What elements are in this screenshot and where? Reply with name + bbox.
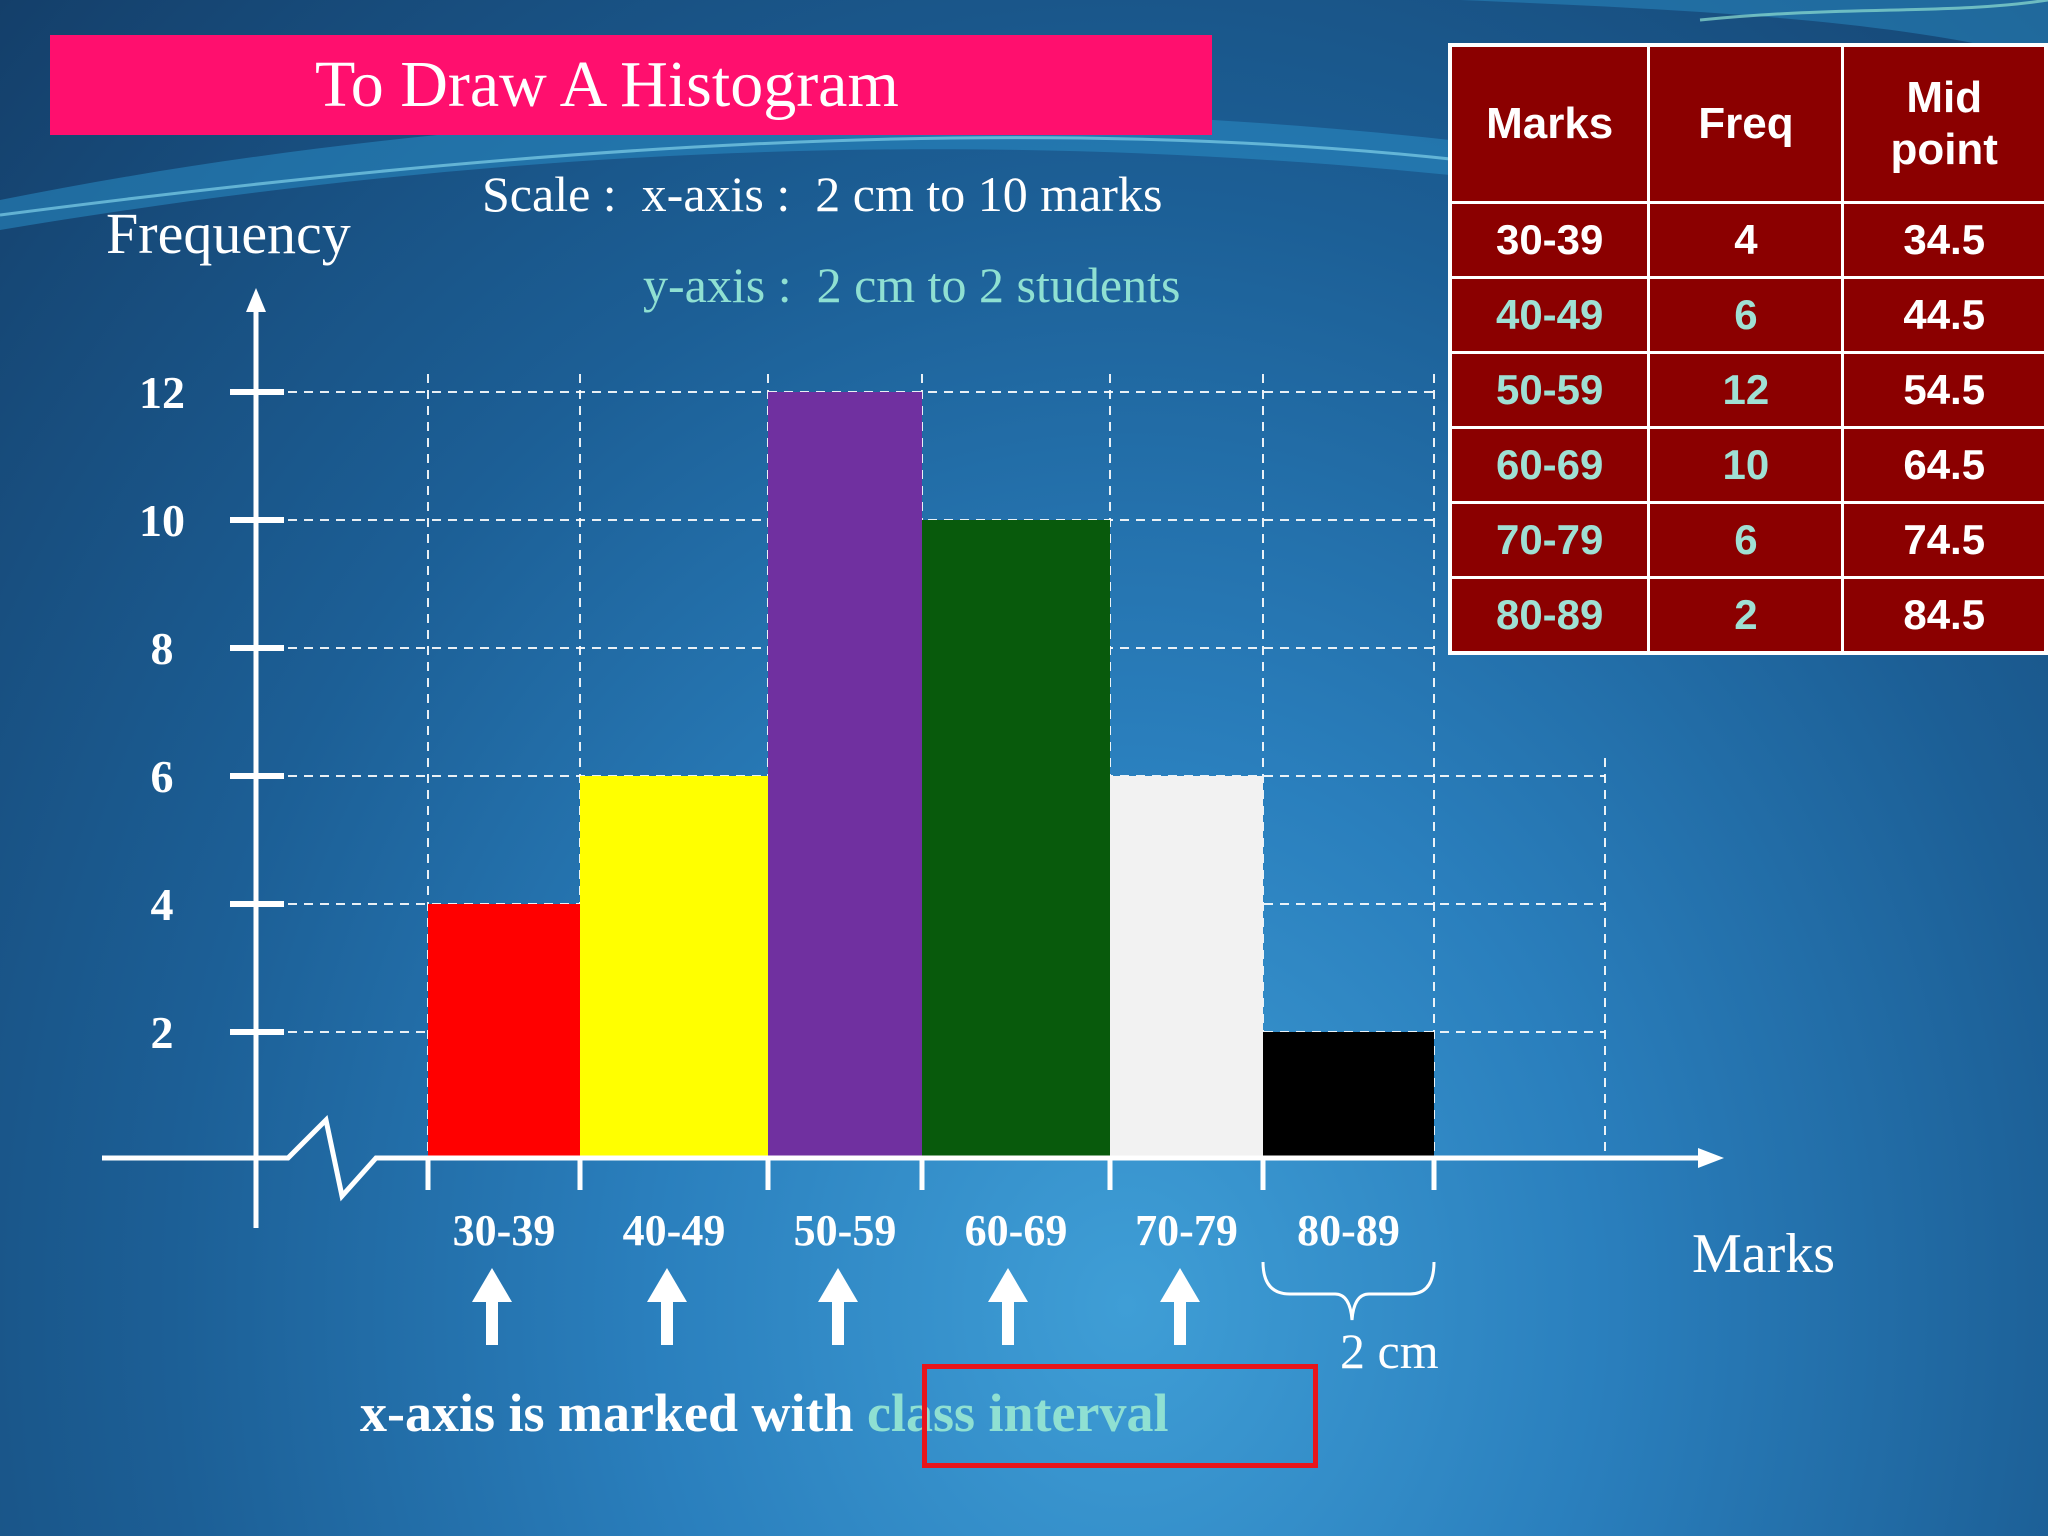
y-tick-label: 4 <box>151 879 174 930</box>
cell-freq: 4 <box>1647 201 1845 279</box>
up-arrow-icon <box>647 1268 687 1302</box>
up-arrow-icon <box>472 1268 512 1302</box>
cell-midpoint: 34.5 <box>1841 201 2048 279</box>
brace-icon <box>1261 1261 1436 1321</box>
cell-marks: 50-59 <box>1448 351 1651 429</box>
y-tick-label: 6 <box>151 751 174 802</box>
x-tick-label: 50-59 <box>794 1206 897 1255</box>
y-tick-label: 10 <box>139 495 185 546</box>
cell-midpoint: 74.5 <box>1841 501 2048 579</box>
highlight-box <box>922 1364 1318 1468</box>
cell-freq: 10 <box>1647 426 1845 504</box>
bar-50-59 <box>768 392 922 1160</box>
frequency-table: Marks Freq Mid point 30-39 4 34.5 40-49 6 44.… <box>1448 43 2048 655</box>
cell-marks: 60-69 <box>1448 426 1651 504</box>
x-tick-label: 80-89 <box>1297 1206 1400 1255</box>
cell-marks: 70-79 <box>1448 501 1651 579</box>
note-text: x-axis is marked with <box>360 1383 868 1443</box>
cell-marks: 40-49 <box>1448 276 1651 354</box>
header-midpoint: Mid point <box>1841 43 2048 204</box>
x-axis-arrow-icon <box>1698 1148 1724 1168</box>
cell-freq: 12 <box>1647 351 1845 429</box>
x-axis-line <box>102 1114 1700 1202</box>
header-freq: Freq <box>1647 43 1845 204</box>
cell-midpoint: 64.5 <box>1841 426 2048 504</box>
cell-freq: 6 <box>1647 501 1845 579</box>
cell-midpoint: 44.5 <box>1841 276 2048 354</box>
bar-80-89 <box>1263 1032 1434 1160</box>
header-marks: Marks <box>1448 43 1651 204</box>
footer-note: x-axis is marked with class interval <box>360 1382 1168 1444</box>
slide-title: To Draw A Histogram <box>50 35 1212 135</box>
table-row: 80-89 2 84.5 <box>1448 576 2048 655</box>
bar-width-label: 2 cm <box>1340 1323 1439 1379</box>
scale-x-text: Scale : x-axis : 2 cm to 10 marks <box>482 166 1163 222</box>
table-row: 30-39 4 34.5 <box>1448 201 2048 279</box>
x-tick-label: 70-79 <box>1135 1206 1238 1255</box>
cell-freq: 6 <box>1647 276 1845 354</box>
cell-freq: 2 <box>1647 576 1845 655</box>
cell-marks: 80-89 <box>1448 576 1651 655</box>
y-tick-label: 12 <box>139 367 185 418</box>
table-row: 40-49 6 44.5 <box>1448 276 2048 354</box>
up-arrow-icon <box>1160 1268 1200 1302</box>
up-arrow-icon <box>988 1268 1028 1302</box>
y-tick-label: 2 <box>151 1007 174 1058</box>
cell-midpoint: 84.5 <box>1841 576 2048 655</box>
background-swoosh <box>0 0 2048 230</box>
x-tick-label: 40-49 <box>623 1206 726 1255</box>
up-arrow-icon <box>818 1268 858 1302</box>
note-highlight: class interval <box>867 1383 1169 1443</box>
bar-40-49 <box>580 776 768 1160</box>
table-row: 70-79 6 74.5 <box>1448 501 2048 579</box>
cell-marks: 30-39 <box>1448 201 1651 279</box>
bar-70-79 <box>1110 776 1263 1160</box>
cell-midpoint: 54.5 <box>1841 351 2048 429</box>
x-tick-label: 30-39 <box>453 1206 556 1255</box>
x-axis-label: Marks <box>1692 1223 1836 1285</box>
y-tick-label: 8 <box>151 623 174 674</box>
y-axis-label: Frequency <box>106 201 351 266</box>
table-row: 50-59 12 54.5 <box>1448 351 2048 429</box>
scale-y-text: y-axis : 2 cm to 2 students <box>643 257 1181 313</box>
x-tick-label: 60-69 <box>965 1206 1068 1255</box>
y-axis-arrow-icon <box>246 288 266 312</box>
table-row: 60-69 10 64.5 <box>1448 426 2048 504</box>
table-header-row: Marks Freq Mid point <box>1448 43 2048 204</box>
bar-60-69 <box>922 520 1110 1160</box>
bar-30-39 <box>428 904 580 1160</box>
